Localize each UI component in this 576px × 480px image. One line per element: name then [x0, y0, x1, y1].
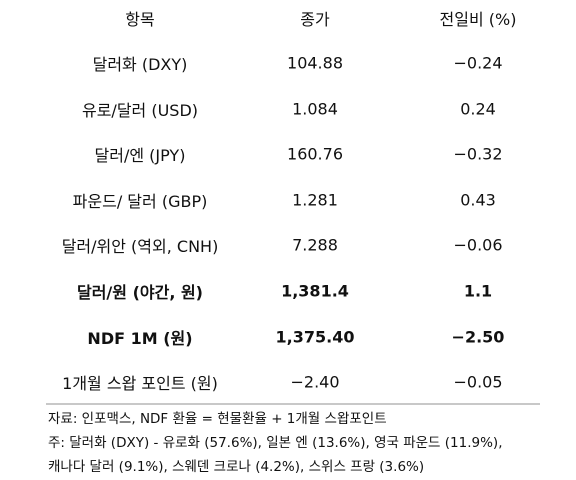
table-cell: 파운드/ 달러 (GBP): [72, 191, 208, 211]
table-cell: 160.76: [287, 144, 343, 164]
table-cell: 달러화 (DXY): [92, 55, 188, 74]
table-cell: 1,381.4: [281, 281, 349, 301]
table-cell: −0.24: [453, 53, 503, 73]
table-cell: 0.24: [460, 99, 496, 119]
table-cell: −0.05: [453, 372, 503, 392]
header-cell: 항목: [125, 10, 155, 29]
table-cell: 1개월 스왑 포인트 (원): [62, 374, 218, 394]
table-cell: 1.084: [292, 99, 338, 119]
table-cell: 유로/달러 (USD): [81, 100, 199, 120]
table-cell: 104.88: [287, 53, 343, 73]
table-cell: 0.43: [460, 190, 496, 210]
header-cell: 종가: [300, 10, 330, 29]
table-cell: −2.50: [451, 327, 505, 347]
header-cell: 전일비 (%): [439, 10, 517, 29]
table-cell: 1.281: [292, 190, 338, 210]
table-cell: 달러/엔 (JPY): [94, 146, 186, 166]
footnote: 자료: 인포맥스, NDF 환율 = 현물환율 + 1개월 스왑포인트: [48, 411, 387, 427]
table-cell: −0.32: [453, 144, 503, 164]
table-cell: 달러/위안 (역외, CNH): [61, 237, 219, 257]
table-cell: 7.288: [292, 235, 338, 255]
divider: [46, 403, 540, 405]
table-cell: −2.40: [290, 372, 340, 392]
footnote: 주: 달러화 (DXY) - 유로화 (57.6%), 일본 엔 (13.6%)…: [48, 435, 503, 451]
table-cell: 달러/원 (야간, 원): [76, 283, 204, 302]
table-cell: 1.1: [463, 281, 493, 301]
footnote: 캐나다 달러 (9.1%), 스웨덴 크로나 (4.2%), 스위스 프랑 (3…: [48, 459, 425, 475]
table-cell: 1,375.40: [275, 327, 355, 347]
table-cell: NDF 1M (원): [87, 328, 193, 348]
table-cell: −0.06: [453, 235, 503, 255]
